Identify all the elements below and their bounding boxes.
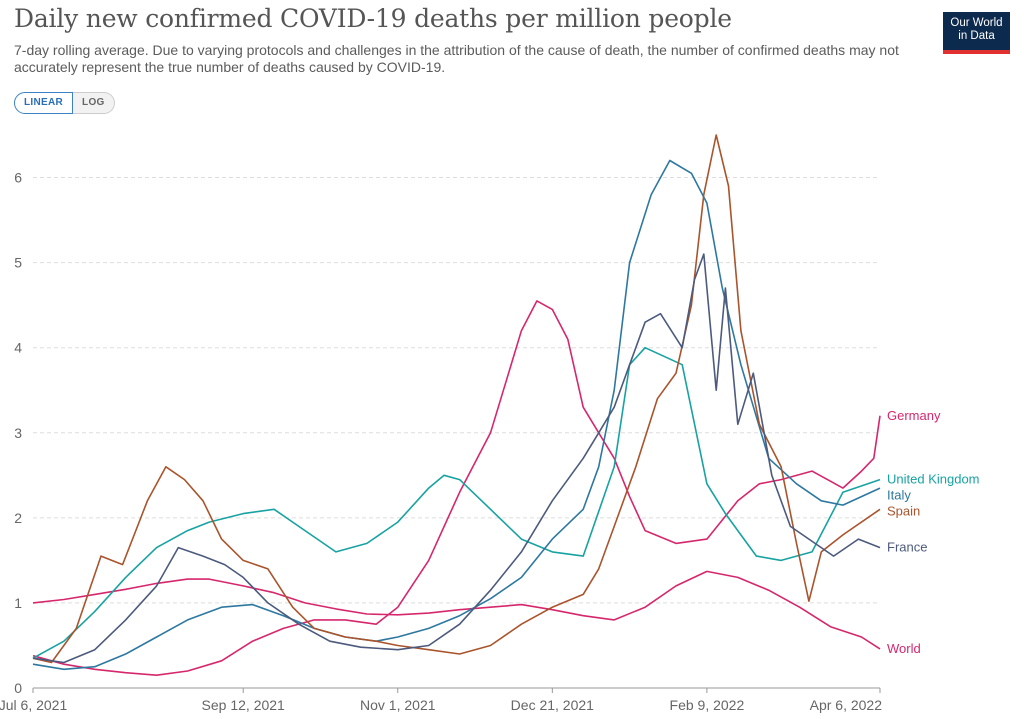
series-label-france: France [887,540,927,555]
series-label-spain: Spain [887,504,920,519]
series-label-italy: Italy [887,488,911,503]
x-tick-label: Sep 12, 2021 [202,697,286,713]
series-line-spain [32,134,881,664]
log-scale-button[interactable]: LOG [73,92,115,114]
scale-toggle: LINEAR LOG [14,92,115,114]
y-tick-label: 1 [14,595,22,611]
y-tick-label: 2 [14,510,22,526]
y-tick-label: 4 [14,340,22,356]
x-tick-label: Feb 9, 2022 [670,697,745,713]
x-tick-label: Dec 21, 2021 [511,697,594,713]
y-tick-label: 5 [14,255,22,271]
logo-line-1: Our World [950,17,1003,29]
logo-line-2: in Data [958,30,995,42]
series-label-united-kingdom: United Kingdom [887,472,980,487]
series-label-germany: Germany [887,408,941,423]
chart-subtitle: 7-day rolling average. Due to varying pr… [14,42,899,75]
series-line-germany [32,300,881,676]
y-tick-label: 0 [14,680,22,696]
x-tick-label: Nov 1, 2021 [360,697,436,713]
x-tick-label: Jul 6, 2021 [0,697,67,713]
series-line-italy [32,159,881,671]
x-tick-label: Apr 6, 2022 [810,697,883,713]
y-tick-label: 3 [14,425,22,441]
series-line-france [32,253,881,664]
y-tick-label: 6 [14,170,22,186]
series-line-united-kingdom [32,346,881,659]
chart-title: Daily new confirmed COVID-19 deaths per … [14,4,732,33]
owid-logo[interactable]: Our World in Data [943,12,1010,54]
series-line-world [32,570,881,650]
series-label-world: World [887,641,921,656]
linear-scale-button[interactable]: LINEAR [14,92,74,114]
